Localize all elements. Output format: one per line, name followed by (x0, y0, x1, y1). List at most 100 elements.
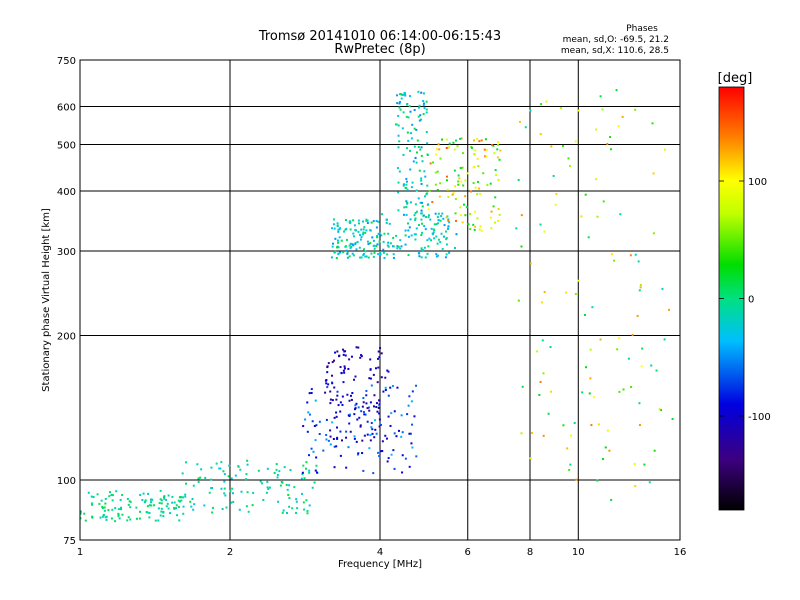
scatter-point (429, 162, 432, 165)
scatter-point (639, 284, 642, 287)
scatter-point (601, 108, 604, 111)
scatter-point (385, 437, 388, 440)
scatter-point (331, 242, 334, 245)
scatter-point (189, 500, 192, 503)
scatter-point (653, 449, 656, 452)
scatter-point (422, 92, 425, 95)
scatter-point (418, 119, 421, 122)
scatter-point (360, 236, 363, 239)
scatter-point (410, 400, 413, 403)
scatter-point (459, 214, 462, 217)
scatter-point (379, 423, 382, 426)
scatter-point (370, 426, 373, 429)
scatter-point (414, 156, 417, 159)
scatter-point (405, 200, 408, 203)
scatter-point (638, 424, 641, 427)
scatter-point (117, 513, 120, 516)
scatter-point (375, 226, 378, 229)
scatter-point (246, 459, 249, 462)
scatter-point (476, 137, 479, 140)
scatter-point (536, 350, 539, 353)
scatter-point (379, 346, 382, 349)
scatter-point (176, 514, 179, 517)
scatter-point (377, 232, 380, 235)
scatter-point (356, 418, 359, 421)
scatter-point (315, 464, 318, 467)
scatter-point (399, 108, 402, 111)
scatter-point (574, 140, 577, 143)
scatter-point (327, 362, 330, 365)
y-tick-label: 750 (57, 56, 76, 67)
scatter-point (421, 205, 424, 208)
scatter-point (336, 426, 339, 429)
scatter-point (338, 228, 341, 231)
scatter-point (282, 509, 285, 512)
scatter-point (345, 466, 348, 469)
scatter-point (283, 466, 286, 469)
scatter-point (524, 126, 527, 129)
scatter-point (348, 255, 351, 258)
scatter-point (652, 172, 655, 175)
scatter-point (517, 178, 520, 181)
scatter-point (567, 157, 570, 160)
scatter-point (378, 418, 381, 421)
scatter-point (239, 468, 242, 471)
scatter-point (377, 451, 380, 454)
scatter-point (445, 253, 448, 256)
scatter-point (315, 424, 318, 427)
scatter-point (223, 480, 226, 483)
scatter-point (422, 249, 425, 252)
scatter-point (606, 429, 609, 432)
scatter-point (341, 403, 344, 406)
scatter-point (518, 120, 521, 123)
scatter-point (362, 252, 365, 255)
scatter-point (420, 209, 423, 212)
scatter-point (422, 99, 425, 102)
scatter-point (99, 516, 102, 519)
scatter-point (422, 104, 425, 107)
scatter-point (322, 449, 325, 452)
scatter-point (257, 469, 260, 472)
scatter-point (469, 212, 472, 215)
scatter-point (497, 208, 500, 211)
scatter-point (101, 505, 104, 508)
scatter-point (417, 146, 420, 149)
scatter-point (413, 145, 416, 148)
scatter-point (355, 346, 358, 349)
scatter-point (420, 212, 423, 215)
scatter-point (267, 488, 270, 491)
scatter-point (454, 219, 457, 222)
scatter-point (211, 486, 214, 489)
scatter-point (447, 196, 450, 199)
scatter-point (554, 203, 557, 206)
scatter-point (167, 494, 170, 497)
scatter-point (160, 499, 163, 502)
scatter-point (368, 409, 371, 412)
scatter-point (357, 406, 360, 409)
scatter-point (474, 149, 477, 152)
scatter-point (415, 189, 418, 192)
scatter-point (478, 228, 481, 231)
scatter-point (384, 434, 387, 437)
scatter-point (359, 425, 362, 428)
scatter-point (376, 410, 379, 413)
scatter-point (227, 475, 230, 478)
scatter-point (398, 106, 401, 109)
scatter-point (306, 430, 309, 433)
scatter-point (499, 149, 502, 152)
scatter-point (355, 440, 358, 443)
scatter-point (355, 248, 358, 251)
scatter-point (103, 506, 106, 509)
scatter-point (435, 148, 438, 151)
scatter-point (305, 499, 308, 502)
scatter-point (83, 512, 86, 515)
scatter-point (421, 231, 424, 234)
scatter-point (224, 494, 227, 497)
scatter-point (102, 514, 105, 517)
scatter-point (219, 467, 222, 470)
scatter-point (103, 509, 106, 512)
scatter-point (220, 461, 223, 464)
scatter-point (399, 247, 402, 250)
scatter-point (477, 180, 480, 183)
